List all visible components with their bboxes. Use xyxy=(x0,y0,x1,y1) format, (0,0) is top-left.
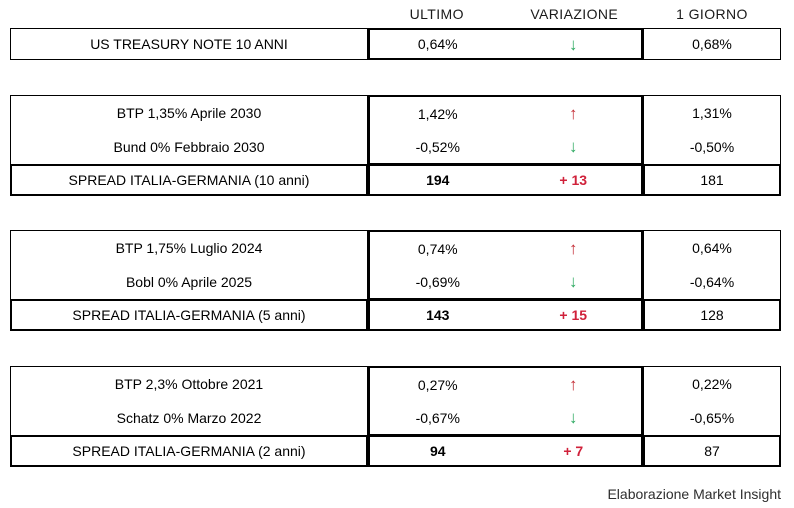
spread-variazione-value: + 15 xyxy=(559,307,588,323)
ultimo-value: 1,42% xyxy=(417,105,458,122)
down-arrow-icon: ↓ xyxy=(569,272,578,291)
bond-label: BTP 1,75% Luglio 2024 xyxy=(115,240,263,256)
ultimo-value: 0,64% xyxy=(417,36,458,52)
bond-label: Bobl 0% Aprile 2025 xyxy=(125,274,253,290)
bond-label: Schatz 0% Marzo 2022 xyxy=(116,410,262,426)
spread-label: SPREAD ITALIA-GERMANIA (10 anni) xyxy=(68,172,310,188)
spread-values-cell: 143 + 15 xyxy=(368,299,643,331)
ultimo-value: 0,74% xyxy=(417,240,458,257)
spread-label: SPREAD ITALIA-GERMANIA (5 anni) xyxy=(72,307,306,323)
bond-label-cell: BTP 1,75% Luglio 2024 Bobl 0% Aprile 202… xyxy=(10,230,368,300)
section-gap xyxy=(10,60,781,95)
bond-rows: BTP 2,3% Ottobre 2021 Schatz 0% Marzo 20… xyxy=(10,366,781,436)
ultimo-value: 0,27% xyxy=(417,376,458,393)
section-gap xyxy=(10,331,781,366)
giorno-cell: 0,64% -0,64% xyxy=(643,230,781,300)
ultimo-value: -0,69% xyxy=(415,273,460,290)
giorno-value: 0,22% xyxy=(692,376,732,392)
ultimo-value: -0,67% xyxy=(415,409,460,426)
spread-giorno-cell: 128 xyxy=(643,299,781,331)
column-headers: ULTIMO VARIAZIONE 1 GIORNO xyxy=(10,0,781,28)
bond-label: BTP 1,35% Aprile 2030 xyxy=(116,105,262,121)
section-gap xyxy=(10,196,781,230)
spread-giorno-cell: 87 xyxy=(643,435,781,467)
giorno-value: 1,31% xyxy=(692,105,732,121)
ultimo-variazione-cell: 0,27% ↑ -0,67% ↓ xyxy=(368,366,643,436)
bond-label-cell: BTP 1,35% Aprile 2030 Bund 0% Febbraio 2… xyxy=(10,95,368,165)
spread-ultimo-value: 143 xyxy=(426,307,450,323)
source-credit: Elaborazione Market Insight xyxy=(607,486,781,502)
down-arrow-icon: ↓ xyxy=(569,408,578,427)
giorno-cell: 1,31% -0,50% xyxy=(643,95,781,165)
bond-rows: BTP 1,75% Luglio 2024 Bobl 0% Aprile 202… xyxy=(10,230,781,300)
bond-label: US TREASURY NOTE 10 ANNI xyxy=(90,36,288,52)
bond-label-cell: BTP 2,3% Ottobre 2021 Schatz 0% Marzo 20… xyxy=(10,366,368,436)
spread-values-cell: 194 + 13 xyxy=(368,164,643,196)
ultimo-variazione-cell: 0,74% ↑ -0,69% ↓ xyxy=(368,230,643,300)
spread-giorno-value: 87 xyxy=(704,443,720,459)
spread-variazione-value: + 7 xyxy=(563,443,584,459)
up-arrow-icon: ↑ xyxy=(569,104,578,123)
section-spread-5-anni: BTP 1,75% Luglio 2024 Bobl 0% Aprile 202… xyxy=(10,230,781,331)
section-spread-10-anni: BTP 1,35% Aprile 2030 Bund 0% Febbraio 2… xyxy=(10,95,781,196)
ultimo-value: -0,52% xyxy=(415,138,460,155)
up-arrow-icon: ↑ xyxy=(569,375,578,394)
bond-label: BTP 2,3% Ottobre 2021 xyxy=(114,376,264,392)
spread-giorno-cell: 181 xyxy=(643,164,781,196)
ultimo-variazione-cell: 1,42% ↑ -0,52% ↓ xyxy=(368,95,643,165)
spread-label: SPREAD ITALIA-GERMANIA (2 anni) xyxy=(72,443,306,459)
spread-giorno-value: 181 xyxy=(700,172,724,188)
spread-variazione-value: + 13 xyxy=(559,172,588,188)
spread-values-cell: 94 + 7 xyxy=(368,435,643,467)
giorno-value: 0,64% xyxy=(692,240,732,256)
giorno-cell: 0,22% -0,65% xyxy=(643,366,781,436)
spread-row: SPREAD ITALIA-GERMANIA (2 anni) 94 + 7 8… xyxy=(10,435,781,467)
spread-row: SPREAD ITALIA-GERMANIA (10 anni) 194 + 1… xyxy=(10,164,781,196)
down-arrow-icon: ↓ xyxy=(569,137,578,156)
giorno-value: -0,64% xyxy=(689,274,735,290)
bond-label-cell: US TREASURY NOTE 10 ANNI xyxy=(10,28,368,60)
bond-rows: BTP 1,35% Aprile 2030 Bund 0% Febbraio 2… xyxy=(10,95,781,165)
spread-label-cell: SPREAD ITALIA-GERMANIA (2 anni) xyxy=(10,435,368,467)
spread-label-cell: SPREAD ITALIA-GERMANIA (10 anni) xyxy=(10,164,368,196)
giorno-value: -0,65% xyxy=(689,410,735,426)
ultimo-variazione-cell: 0,64% ↓ xyxy=(368,28,643,60)
bond-label: Bund 0% Febbraio 2030 xyxy=(113,139,265,155)
column-header-ultimo: ULTIMO xyxy=(409,6,464,22)
giorno-value: 0,68% xyxy=(692,36,732,52)
table-row: US TREASURY NOTE 10 ANNI 0,64% ↓ 0,68% xyxy=(10,28,781,60)
section-spread-2-anni: BTP 2,3% Ottobre 2021 Schatz 0% Marzo 20… xyxy=(10,366,781,467)
spread-ultimo-value: 94 xyxy=(429,443,446,459)
up-arrow-icon: ↑ xyxy=(569,239,578,258)
spread-label-cell: SPREAD ITALIA-GERMANIA (5 anni) xyxy=(10,299,368,331)
spread-giorno-value: 128 xyxy=(700,307,724,323)
giorno-cell: 0,68% xyxy=(643,28,781,60)
column-header-1-giorno: 1 GIORNO xyxy=(676,6,748,22)
giorno-value: -0,50% xyxy=(689,139,735,155)
spread-ultimo-value: 194 xyxy=(426,172,450,188)
down-arrow-icon: ↓ xyxy=(569,34,578,54)
section-us-treasury: US TREASURY NOTE 10 ANNI 0,64% ↓ 0,68% xyxy=(10,28,781,60)
column-header-variazione: VARIAZIONE xyxy=(530,6,619,22)
spread-row: SPREAD ITALIA-GERMANIA (5 anni) 143 + 15… xyxy=(10,299,781,331)
